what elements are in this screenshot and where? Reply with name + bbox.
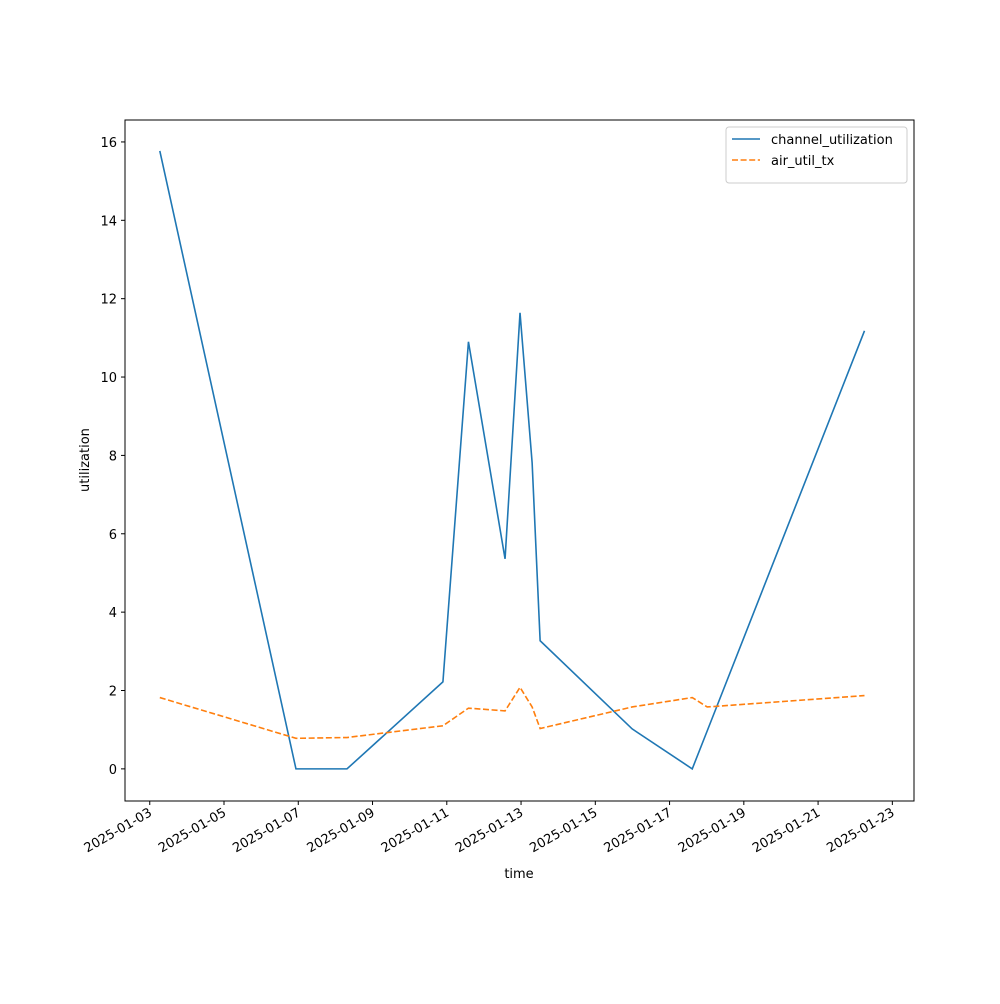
y-tick-label: 12	[100, 293, 117, 308]
y-tick-label: 6	[109, 528, 117, 543]
y-tick-label: 4	[109, 606, 117, 621]
series-line	[159, 685, 865, 740]
legend-label: channel_utilization	[771, 133, 893, 148]
series-line	[159, 150, 866, 771]
y-tick-label: 14	[100, 214, 117, 229]
plot-frame	[124, 119, 915, 802]
y-tick-label: 0	[109, 763, 117, 778]
legend-label: air_util_tx	[771, 154, 835, 169]
x-axis-label: time	[504, 867, 533, 882]
legend-box	[725, 126, 908, 184]
y-tick-label: 10	[100, 371, 117, 386]
y-tick-label: 8	[109, 449, 117, 464]
y-tick-label: 2	[109, 685, 117, 700]
y-tick-label: 16	[100, 136, 117, 151]
y-axis-label: utilization	[78, 428, 93, 492]
